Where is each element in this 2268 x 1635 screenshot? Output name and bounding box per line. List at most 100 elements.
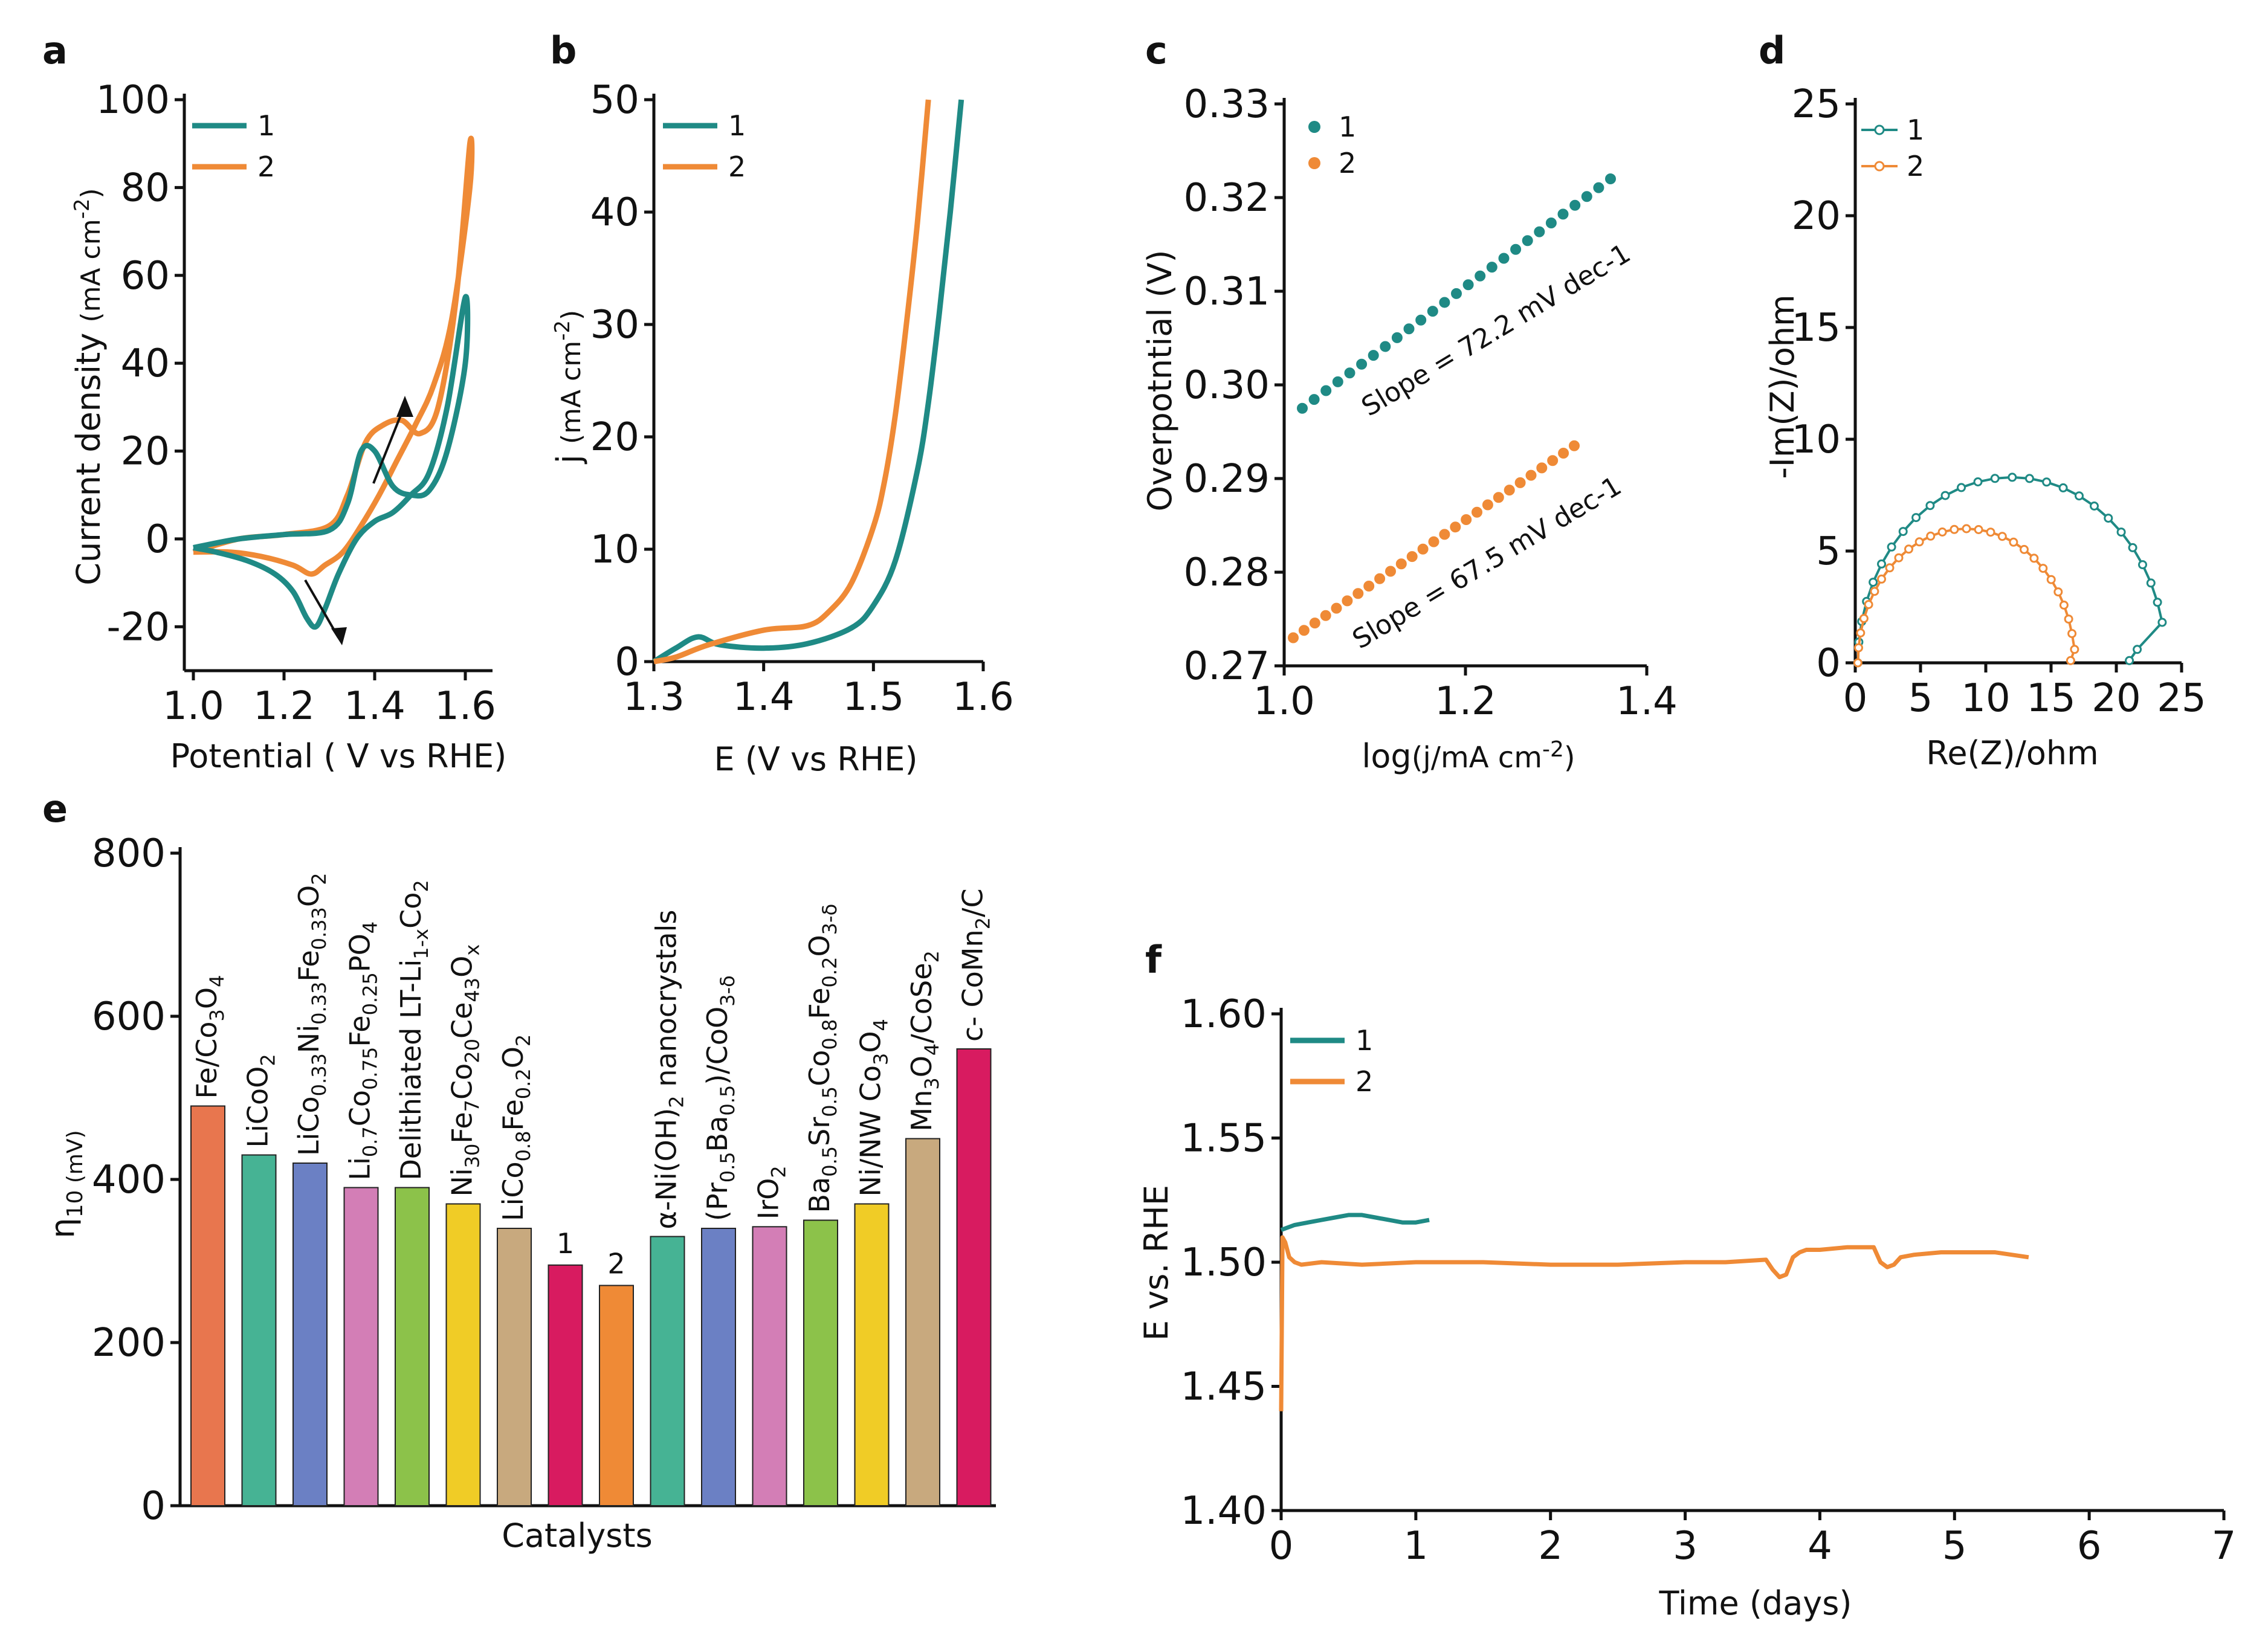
panel-b-legend-label-2: 2 xyxy=(728,150,746,183)
panel-e-bar-label: LiCo0.33Ni0.33Fe0.33O2 xyxy=(292,873,331,1156)
panel-d-point-series-2 xyxy=(1894,553,1904,563)
panel-d-y-tick-label: 20 xyxy=(1792,194,1841,239)
panel-e-bar xyxy=(650,1236,685,1506)
panel-e-bar xyxy=(395,1187,430,1506)
panel-d-point-series-2 xyxy=(1962,524,1971,534)
panel-c-y-tick-label: 0.29 xyxy=(1184,457,1270,501)
panel-d-point-series-2 xyxy=(1854,643,1863,653)
panel-c-legend-label-2: 2 xyxy=(1339,147,1356,179)
panel-c-y-tick-label: 0.28 xyxy=(1184,550,1270,595)
panel-d-point-series-2 xyxy=(2067,629,2077,639)
panel-c-point-series-1 xyxy=(1509,242,1523,256)
panel-a-y-axis-title: Current density (mA cm-2) xyxy=(69,188,108,585)
panel-c-point-series-1 xyxy=(1296,401,1309,415)
panel-a-x-tick-label: 1.2 xyxy=(253,684,315,729)
panel-d-point-series-2 xyxy=(2070,645,2079,654)
panel-f-y-tick-label: 1.40 xyxy=(1181,1489,1267,1533)
panel-f-x-tick-label: 4 xyxy=(1808,1524,1832,1569)
panel-e-bar-label: (Pr0.5Ba0.5)/CoO3-δ xyxy=(701,975,739,1221)
panel-e-bar-label: Ni/NW Co3O4 xyxy=(855,1019,893,1196)
panel-b-polarization-curve: 1.3 1.4 1.5 1.6 0 10 20 30 40 50 1 2 E (V vs RHE) j (… xyxy=(550,78,1014,778)
panel-e-y-tick-label: 0 xyxy=(141,1484,166,1529)
panel-d-point-series-1 xyxy=(1869,578,1878,587)
panel-e-y-tick-label: 400 xyxy=(92,1158,166,1202)
panel-c-point-series-2 xyxy=(1384,564,1397,578)
panel-a-y-tick-label: 100 xyxy=(96,78,170,123)
panel-d-point-series-1 xyxy=(2128,543,2137,552)
panel-f-y-tick-label: 1.60 xyxy=(1181,992,1267,1037)
panel-c-point-series-2 xyxy=(1449,520,1462,534)
panel-c-point-series-2 xyxy=(1470,505,1484,519)
panel-d-point-series-2 xyxy=(1904,544,1913,554)
panel-label-e: e xyxy=(42,787,68,831)
panel-e-bar xyxy=(956,1048,992,1506)
panel-c-point-series-1 xyxy=(1556,207,1570,221)
panel-d-point-series-2 xyxy=(2020,544,2029,554)
panel-c-point-series-1 xyxy=(1544,216,1558,230)
panel-c-point-series-2 xyxy=(1535,461,1549,475)
panel-d-point-series-2 xyxy=(2038,564,2048,573)
panel-d-point-series-1 xyxy=(2146,578,2156,588)
panel-d-point-series-2 xyxy=(2029,553,2039,563)
panel-b-y-axis-title: j (mA cm-2) xyxy=(550,310,588,464)
panel-d-point-series-1 xyxy=(2024,474,2034,483)
panel-c-point-series-1 xyxy=(1426,305,1439,318)
panel-c-point-series-2 xyxy=(1287,631,1300,645)
panel-b-y-tick-label: 10 xyxy=(590,527,639,572)
panel-c-legend-marker-2 xyxy=(1308,157,1320,169)
panel-c-point-series-2 xyxy=(1405,550,1419,564)
panel-a-y-tick-label: -20 xyxy=(106,605,170,650)
panel-a-legend-label-2: 2 xyxy=(257,150,275,183)
panel-c-point-series-2 xyxy=(1319,608,1333,622)
panel-c-point-series-1 xyxy=(1319,384,1333,398)
panel-d-point-series-1 xyxy=(1898,527,1908,537)
panel-e-bar xyxy=(343,1187,379,1506)
panel-a-y-tick-label: 40 xyxy=(121,341,170,386)
panel-e-bar xyxy=(854,1203,890,1506)
panel-e-bar-label: Delithiated LT-Li1-xCo2 xyxy=(395,880,433,1180)
panel-e-bar-label: IrO2 xyxy=(752,1166,790,1219)
panel-d-x-tick-label: 20 xyxy=(2092,676,2140,721)
panel-d-point-series-1 xyxy=(1940,491,1950,500)
panel-e-bar-label: 2 xyxy=(607,1248,625,1280)
panel-d-point-series-1 xyxy=(2153,598,2162,607)
panel-d-point-series-1 xyxy=(1911,513,1921,523)
panel-d-series-1 xyxy=(1856,476,2164,663)
panel-c-point-series-1 xyxy=(1307,393,1321,407)
panel-d-point-series-2 xyxy=(1859,614,1869,624)
panel-c-point-series-1 xyxy=(1438,295,1452,309)
panel-c-point-series-1 xyxy=(1580,190,1594,204)
panel-d-nyquist-plot: 0 5 10 15 20 25051015202512Re(Z)/ohm-Im(Z)/oh… xyxy=(1763,82,2206,772)
panel-d-point-series-2 xyxy=(2066,656,2075,665)
panel-c-x-tick-label: 1.0 xyxy=(1253,679,1315,724)
panel-c-point-series-2 xyxy=(1481,498,1494,512)
panel-d-point-series-2 xyxy=(2064,614,2073,624)
panel-f-x-tick-label: 3 xyxy=(1673,1524,1698,1569)
panel-c-y-tick-label: 0.31 xyxy=(1184,269,1270,314)
panel-e-bar-label: Mn3O4/CoSe2 xyxy=(905,950,943,1131)
panel-c-point-series-1 xyxy=(1520,234,1534,248)
panel-c-point-series-1 xyxy=(1402,322,1416,336)
panel-f-series-2 xyxy=(1279,1235,2029,1411)
panel-b-legend-label-1: 1 xyxy=(728,109,746,142)
panel-c-point-series-2 xyxy=(1438,527,1452,541)
panel-c-point-series-2 xyxy=(1394,557,1408,571)
panel-c-point-series-1 xyxy=(1473,269,1487,283)
panel-b-y-tick-label: 50 xyxy=(590,78,639,123)
panel-c-point-series-1 xyxy=(1450,286,1463,300)
panel-d-point-series-1 xyxy=(1973,477,1983,486)
panel-e-bar xyxy=(803,1219,838,1506)
panel-d-point-series-1 xyxy=(2008,472,2017,482)
panel-a-legend-label-1: 1 xyxy=(257,109,275,142)
panel-b-x-axis-title: E (V vs RHE) xyxy=(714,740,917,778)
panel-a-series-1 xyxy=(193,294,471,630)
panel-d-point-series-1 xyxy=(2125,656,2134,665)
panel-c-point-series-2 xyxy=(1362,579,1376,593)
panel-c-point-series-1 xyxy=(1378,340,1392,353)
panel-d-legend-label-2: 2 xyxy=(1907,150,1924,182)
panel-c-point-series-2 xyxy=(1524,468,1538,482)
panel-f-series-1 xyxy=(1280,1213,1430,1232)
panel-d-point-series-2 xyxy=(1926,531,1936,541)
panel-d-point-series-2 xyxy=(2046,575,2056,584)
panel-a-cyclic-voltammetry: 1.0 1.2 1.4 1.6 -20 0 20 40 60 80 100 1 2 Potential (… xyxy=(69,78,506,775)
